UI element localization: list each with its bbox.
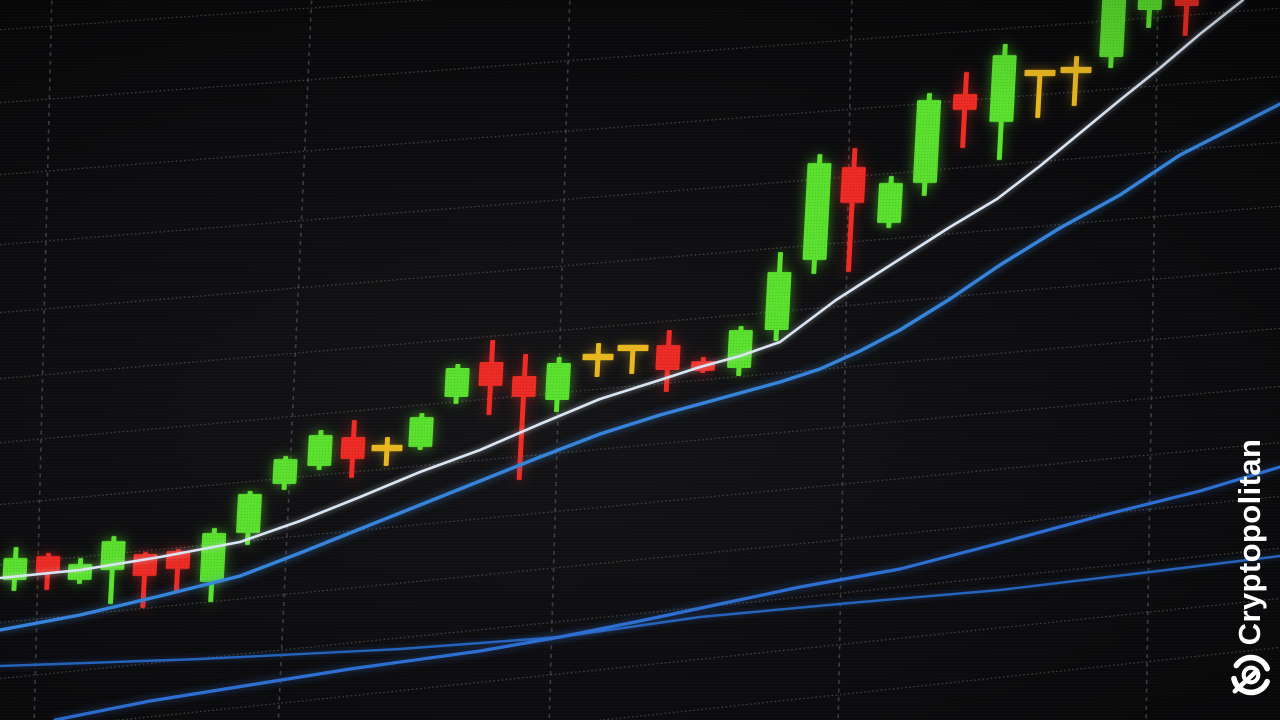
bullish-candle bbox=[444, 364, 470, 404]
bearish-candle bbox=[1174, 0, 1200, 36]
bullish-candle bbox=[545, 357, 571, 412]
bullish-candle bbox=[100, 536, 126, 604]
doji-candle bbox=[1060, 56, 1092, 106]
ma-slow bbox=[0, 554, 1280, 668]
bullish-candle bbox=[1099, 0, 1127, 68]
bullish-candle bbox=[272, 456, 298, 490]
bullish-candle bbox=[802, 154, 832, 274]
doji-candle bbox=[617, 344, 649, 374]
bullish-candle bbox=[877, 176, 903, 228]
bullish-candle bbox=[989, 44, 1017, 160]
gridline-horizontal bbox=[0, 441, 1280, 566]
gridline-horizontal bbox=[596, 646, 1280, 720]
gridline-horizontal bbox=[0, 495, 1280, 624]
bullish-candle bbox=[408, 413, 434, 450]
bullish-candle bbox=[307, 430, 333, 470]
gridline-horizontal bbox=[0, 0, 436, 31]
doji-candle bbox=[582, 343, 614, 377]
doji-candle bbox=[371, 437, 403, 466]
gridline-horizontal bbox=[0, 141, 1280, 246]
bullish-candle bbox=[199, 528, 227, 602]
bullish-candle bbox=[1137, 0, 1163, 28]
cryptopolitan-logo-icon bbox=[1230, 654, 1272, 696]
bullish-candle bbox=[2, 547, 28, 591]
gridline-horizontal bbox=[0, 267, 1280, 380]
gridline-vertical bbox=[1145, 0, 1159, 720]
ma-white bbox=[0, 0, 1245, 580]
bearish-candle bbox=[340, 420, 366, 478]
bearish-candle bbox=[655, 330, 681, 392]
gridline-horizontal bbox=[0, 7, 1280, 104]
candles bbox=[2, 0, 1200, 608]
bullish-candle bbox=[912, 93, 942, 196]
bearish-candle bbox=[840, 148, 866, 272]
gridline-vertical bbox=[33, 0, 53, 720]
gridline-vertical bbox=[277, 0, 313, 720]
gridline-horizontal bbox=[0, 385, 1280, 506]
gridline-horizontal bbox=[0, 205, 1280, 314]
watermark-text: Cryptopolitan bbox=[1232, 438, 1267, 646]
bullish-candle bbox=[764, 252, 792, 341]
doji-candle bbox=[1024, 69, 1056, 118]
bearish-candle bbox=[478, 340, 504, 415]
bearish-candle bbox=[952, 72, 978, 148]
bullish-candle bbox=[727, 326, 753, 376]
